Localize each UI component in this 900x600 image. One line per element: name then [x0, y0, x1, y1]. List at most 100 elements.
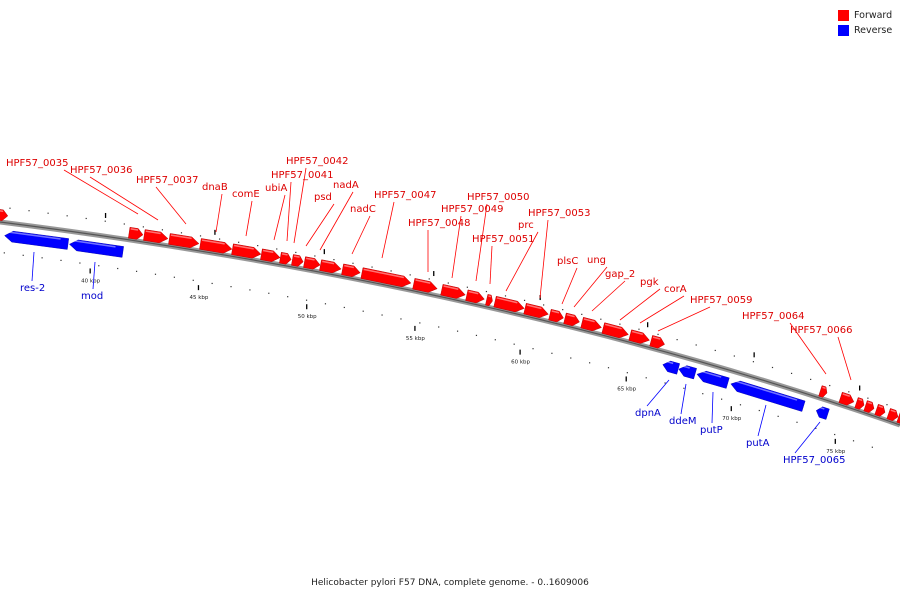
- forward-gene-arrow: [563, 312, 580, 327]
- forward-gene-arrow: [319, 259, 342, 274]
- minor-tick: [834, 433, 836, 436]
- minor-tick: [695, 344, 697, 346]
- minor-tick: [771, 366, 774, 369]
- forward-gene-arrow: [0, 208, 9, 221]
- forward-gene-label: HPF57_0036: [70, 165, 132, 176]
- reverse-gene-arrow: [730, 380, 806, 412]
- forward-gene-arrow: [360, 267, 412, 288]
- forward-gene-label: pgk: [640, 277, 659, 288]
- minor-tick: [419, 322, 421, 324]
- leader-line: [293, 167, 307, 244]
- minor-tick: [589, 362, 591, 364]
- minor-tick: [815, 427, 817, 429]
- scale-label: 60 kbp: [511, 360, 530, 366]
- forward-gene-label: comE: [232, 189, 260, 200]
- leader-line: [319, 191, 354, 251]
- minor-tick: [562, 309, 564, 311]
- minor-tick: [494, 339, 496, 341]
- minor-tick: [161, 229, 164, 231]
- minor-tick: [657, 333, 659, 335]
- minor-tick: [371, 266, 373, 268]
- minor-tick: [581, 313, 583, 315]
- forward-gene-arrow-highlight: [858, 398, 863, 402]
- minor-tick: [352, 262, 354, 264]
- reverse-gene-arrow-highlight: [680, 364, 690, 369]
- minor-tick: [79, 262, 81, 264]
- forward-gene-arrow: [838, 391, 855, 406]
- minor-tick: [381, 314, 383, 316]
- leader-line: [539, 219, 549, 299]
- leader-line: [31, 251, 35, 282]
- reverse-gene-arrow: [662, 360, 680, 375]
- forward-gene-arrow-highlight: [201, 239, 225, 245]
- forward-gene-arrow: [168, 233, 200, 249]
- forward-gene-arrow-highlight: [878, 405, 884, 409]
- minor-tick: [60, 259, 62, 261]
- minor-tick: [758, 409, 760, 412]
- forward-gene-arrow-highlight: [306, 257, 315, 261]
- forward-gene-arrow: [128, 227, 144, 240]
- minor-tick: [135, 270, 138, 272]
- reverse-gene-arrow-highlight: [698, 369, 722, 378]
- minor-tick: [796, 421, 798, 423]
- forward-gene-label: nadC: [350, 204, 376, 215]
- minor-tick: [199, 235, 202, 237]
- forward-gene-arrow-highlight: [322, 260, 335, 265]
- minor-tick: [714, 349, 716, 352]
- forward-gene-label: nadA: [333, 180, 359, 191]
- minor-tick: [218, 238, 221, 240]
- minor-tick: [276, 248, 278, 250]
- scale-label: 70 kbp: [722, 416, 741, 422]
- forward-gene-arrow: [874, 404, 886, 417]
- forward-gene-arrow-highlight: [652, 336, 661, 340]
- minor-tick: [117, 267, 119, 270]
- forward-gene-arrow: [493, 296, 525, 313]
- minor-tick: [739, 404, 742, 406]
- legend-item-reverse: Reverse: [838, 23, 892, 38]
- legend: Forward Reverse: [838, 8, 892, 38]
- forward-gene-arrow-highlight: [488, 295, 492, 298]
- leader-line: [155, 186, 187, 225]
- minor-tick: [324, 303, 327, 305]
- forward-gene-arrow-highlight: [526, 304, 542, 310]
- minor-tick: [104, 220, 106, 222]
- forward-genes: [0, 208, 900, 425]
- forward-gene-label: HPF57_0042: [286, 156, 348, 167]
- leader-line: [711, 391, 714, 424]
- forward-gene-arrow: [341, 263, 361, 278]
- leader-line: [680, 383, 687, 415]
- reverse-gene-arrow-highlight: [732, 379, 798, 401]
- leader-line: [505, 231, 539, 292]
- leader-line: [215, 193, 223, 233]
- forward-gene-arrow: [649, 335, 665, 349]
- scale-label: 40 kbp: [81, 278, 100, 284]
- forward-gene-arrow-highlight: [0, 209, 4, 213]
- label-leader-lines: [31, 167, 852, 454]
- minor-tick: [570, 357, 572, 359]
- scale-label: 45 kbp: [189, 295, 208, 301]
- leader-line: [475, 203, 488, 282]
- reverse-gene-arrow: [678, 365, 697, 380]
- scale-label: 65 kbp: [617, 386, 636, 392]
- leader-line: [591, 280, 626, 312]
- leader-line: [381, 201, 395, 259]
- minor-tick: [85, 217, 87, 220]
- leader-line: [305, 203, 335, 247]
- forward-gene-arrow: [523, 303, 549, 318]
- forward-gene-arrow-highlight: [566, 313, 575, 318]
- minor-tick: [645, 377, 647, 379]
- minor-tick: [211, 282, 213, 285]
- forward-gene-label: HPF57_0050: [467, 192, 529, 203]
- minor-tick: [532, 348, 534, 350]
- minor-tick: [238, 241, 240, 243]
- forward-gene-arrow-highlight: [496, 297, 518, 304]
- minor-tick: [626, 372, 628, 374]
- forward-gene-arrow-highlight: [842, 393, 851, 397]
- leader-line: [561, 267, 578, 305]
- minor-tick: [721, 398, 723, 400]
- forward-gene-label: HPF57_0059: [690, 295, 752, 306]
- forward-gene-label: HPF57_0053: [528, 208, 590, 219]
- leader-line: [837, 336, 852, 381]
- minor-tick: [28, 210, 30, 212]
